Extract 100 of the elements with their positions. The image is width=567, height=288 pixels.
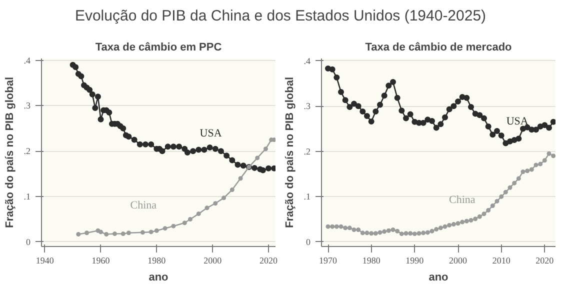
point [364, 113, 370, 120]
point [377, 102, 383, 108]
point [395, 228, 400, 234]
point [196, 146, 202, 153]
point [206, 144, 213, 150]
point [503, 190, 508, 194]
point [120, 232, 126, 236]
point [126, 230, 131, 236]
x-tick-label: 1960 [92, 256, 110, 266]
point [98, 116, 104, 122]
point [182, 220, 187, 226]
point [499, 194, 504, 199]
point [394, 94, 400, 101]
point [508, 185, 512, 190]
point [373, 231, 378, 236]
point [338, 89, 344, 96]
y-tick-label: .1 [24, 192, 30, 202]
point [94, 94, 101, 100]
point [352, 227, 356, 232]
x-tick-label: 2000 [204, 256, 222, 266]
point [86, 86, 93, 93]
point [238, 176, 243, 181]
point [136, 141, 143, 148]
point [78, 73, 84, 80]
point [542, 158, 547, 163]
point [550, 118, 556, 125]
point [213, 201, 218, 206]
x-tick-label: 2000 [449, 256, 468, 266]
point [408, 231, 413, 236]
point [390, 227, 396, 232]
series-label: USA [200, 128, 222, 140]
point [442, 114, 448, 120]
point [468, 104, 474, 110]
point [162, 226, 168, 231]
x-tick-label: 1980 [148, 256, 166, 266]
point [494, 128, 500, 134]
point [351, 100, 357, 107]
point [542, 122, 548, 128]
point [386, 228, 391, 233]
point [399, 232, 404, 236]
point [218, 148, 224, 154]
x-tick-label: 2020 [260, 256, 278, 266]
point [520, 170, 526, 174]
point [438, 121, 444, 128]
point [112, 232, 117, 236]
point [450, 103, 457, 110]
point [234, 162, 241, 168]
series-label: USA [506, 116, 528, 128]
point [334, 74, 340, 81]
point [464, 218, 469, 224]
y-axis-title: Fração do país no PIB global [4, 77, 16, 228]
point [196, 212, 201, 216]
point [356, 227, 361, 232]
point [330, 224, 335, 229]
point [447, 222, 452, 228]
point [507, 138, 513, 144]
point [104, 232, 109, 236]
point [529, 167, 534, 172]
point [430, 228, 434, 234]
point [498, 132, 504, 139]
y-tick-label: .1 [304, 192, 310, 202]
x-axis-title: ano [148, 272, 169, 284]
point [490, 132, 496, 138]
x-tick-label: 1940 [36, 256, 54, 266]
point [481, 115, 487, 122]
point [230, 187, 234, 192]
point [412, 232, 417, 236]
point [334, 224, 339, 229]
point [140, 230, 145, 235]
point [329, 66, 336, 72]
point [338, 224, 344, 229]
x-tick-label: 2010 [492, 256, 511, 266]
point [451, 222, 456, 227]
x-tick-label: 2020 [536, 256, 554, 266]
point [347, 226, 352, 230]
point [486, 208, 491, 213]
point [456, 221, 460, 226]
point [477, 214, 482, 219]
point [460, 220, 465, 224]
point [407, 111, 414, 118]
y-tick-label: 0 [306, 236, 311, 247]
point [473, 216, 478, 222]
point [98, 230, 104, 234]
point [369, 231, 374, 236]
point [240, 162, 246, 169]
y-tick-label: 0 [26, 236, 31, 247]
point [346, 104, 353, 110]
point [126, 134, 132, 140]
point [355, 103, 362, 110]
point [229, 157, 236, 164]
point [398, 108, 405, 114]
point [403, 115, 409, 122]
point [433, 124, 440, 131]
point [378, 230, 382, 235]
point [551, 154, 556, 158]
point [343, 226, 348, 230]
point [429, 118, 435, 124]
point [468, 218, 474, 222]
point [184, 150, 190, 156]
point [92, 105, 98, 111]
